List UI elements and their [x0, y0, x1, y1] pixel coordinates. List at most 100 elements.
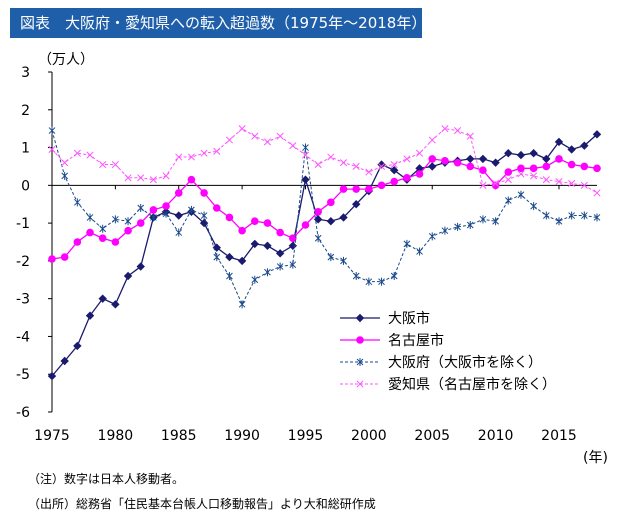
legend-item: 大阪府（大阪市を除く）: [340, 354, 542, 371]
legend-swatch-marker: [355, 313, 365, 323]
data-point: [162, 172, 170, 180]
legend-swatch-marker: [356, 336, 364, 344]
data-point: [263, 241, 272, 250]
data-point: [187, 175, 196, 184]
x-tick-label: 1995: [288, 428, 324, 444]
data-point: [73, 341, 82, 351]
data-point: [466, 221, 474, 229]
data-point: [61, 171, 69, 180]
data-point: [276, 132, 284, 140]
data-point: [200, 211, 208, 220]
data-point: [48, 126, 56, 135]
data-point: [238, 300, 246, 309]
data-point: [301, 175, 310, 184]
data-point: [377, 181, 386, 190]
data-point: [200, 189, 208, 197]
data-point: [123, 271, 133, 281]
data-point: [529, 164, 538, 173]
data-point: [415, 170, 424, 178]
data-point: [48, 145, 56, 153]
data-point: [327, 198, 335, 207]
data-point: [568, 211, 576, 220]
data-point: [340, 256, 347, 265]
data-point: [441, 125, 449, 133]
data-point: [137, 174, 145, 182]
x-tick-label: 2015: [541, 428, 577, 444]
legend-item: 名古屋市: [340, 332, 444, 349]
data-point: [339, 213, 348, 222]
legend-label: 名古屋市: [388, 332, 444, 349]
data-point: [593, 189, 601, 197]
y-tick-label: 0: [21, 178, 30, 194]
data-point: [73, 198, 81, 207]
data-point: [466, 132, 474, 140]
data-point: [289, 142, 297, 150]
data-point: [478, 154, 488, 164]
data-point: [580, 211, 588, 220]
data-point: [73, 238, 82, 246]
footnote: （注）数字は日本人移動者。: [28, 472, 185, 486]
data-point: [479, 181, 487, 189]
data-point: [99, 161, 107, 169]
data-point: [377, 160, 386, 169]
legend-swatch-marker: [356, 358, 364, 366]
data-point: [580, 181, 588, 189]
data-point: [365, 277, 373, 286]
data-point: [288, 241, 298, 250]
data-point: [301, 221, 310, 229]
data-point: [529, 149, 538, 158]
data-point: [517, 190, 525, 199]
series-3: [48, 126, 601, 309]
y-tick-label: -4: [16, 329, 30, 345]
data-point: [516, 150, 526, 160]
data-point: [441, 226, 449, 235]
data-point: [530, 202, 537, 211]
data-point: [73, 149, 81, 157]
data-point: [136, 262, 145, 271]
data-point: [86, 228, 94, 237]
data-point: [568, 179, 576, 187]
legend-item: 大阪市: [340, 310, 430, 327]
data-point: [225, 213, 234, 222]
data-point: [504, 168, 513, 176]
data-point: [250, 217, 259, 226]
data-point: [149, 176, 157, 184]
data-point: [60, 356, 69, 366]
data-point: [454, 222, 461, 231]
data-point: [263, 138, 272, 146]
data-point: [580, 141, 589, 150]
series-4: [48, 125, 601, 197]
data-point: [555, 155, 563, 163]
data-point: [99, 224, 107, 233]
data-point: [238, 125, 246, 133]
x-tick-label: 2000: [351, 428, 387, 444]
data-point: [339, 159, 348, 167]
data-point: [301, 151, 310, 159]
data-point: [415, 164, 424, 173]
data-point: [150, 213, 157, 222]
data-point: [428, 136, 436, 144]
legend-label: 大阪府（大阪市を除く）: [388, 354, 542, 371]
data-point: [492, 217, 499, 226]
data-point: [237, 256, 247, 266]
y-tick-label: -6: [16, 405, 30, 421]
data-point: [124, 217, 132, 226]
data-point: [263, 219, 272, 227]
source-note: （出所）総務省「住民基本台帳人口移動報告」より大和総研作成: [28, 497, 376, 511]
data-point: [517, 170, 525, 178]
data-point: [593, 213, 601, 222]
data-point: [226, 272, 233, 280]
series-line: [51, 130, 598, 306]
series-line: [51, 158, 598, 260]
data-point: [352, 272, 360, 280]
data-point: [504, 196, 512, 205]
data-point: [98, 294, 107, 303]
data-point: [188, 205, 195, 214]
data-point: [111, 161, 119, 169]
y-tick-label: -2: [16, 254, 30, 270]
data-point: [567, 160, 576, 169]
data-point: [339, 185, 348, 193]
data-point: [60, 253, 69, 261]
data-point: [390, 161, 398, 169]
